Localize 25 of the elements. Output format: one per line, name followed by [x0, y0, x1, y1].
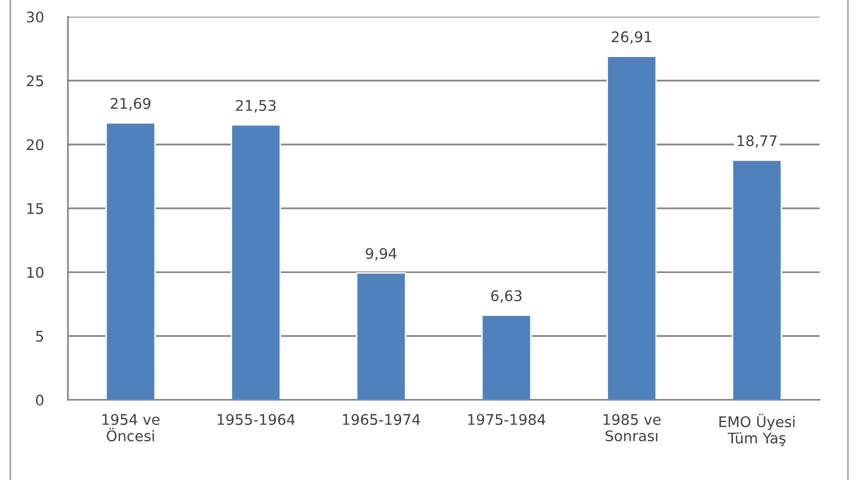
x-tick-label: 1954 ve Öncesi [102, 414, 160, 442]
x-tick-label: 1985 ve Sonrası [604, 414, 661, 442]
bar [481, 314, 532, 400]
y-tick-label: 20 [26, 139, 44, 150]
bar [732, 159, 782, 400]
x-tick-label: EMO Üyesi Tüm Yaş [719, 414, 794, 446]
bar [356, 272, 406, 400]
y-tick-label: 25 [26, 75, 44, 86]
data-label: 21,69 [110, 98, 150, 110]
data-label: 9,94 [366, 248, 397, 260]
x-tick-label: 1955-1964 [218, 414, 295, 426]
bar [230, 124, 281, 400]
data-label: 18,77 [738, 135, 777, 148]
y-tick-label: 30 [26, 12, 44, 23]
y-tick-label: 10 [27, 266, 44, 278]
x-tick-label: 1965-1974 [342, 414, 420, 426]
y-tick-label: 15 [27, 203, 44, 214]
x-tick-label: 1975-1984 [468, 414, 546, 426]
y-tick-label: 0 [36, 394, 44, 406]
data-label: 21,53 [236, 100, 276, 112]
bar [105, 122, 156, 400]
y-tick-label: 5 [36, 330, 44, 342]
bar [606, 56, 657, 400]
data-label: 6,63 [491, 290, 522, 303]
data-label: 26,91 [612, 31, 652, 44]
